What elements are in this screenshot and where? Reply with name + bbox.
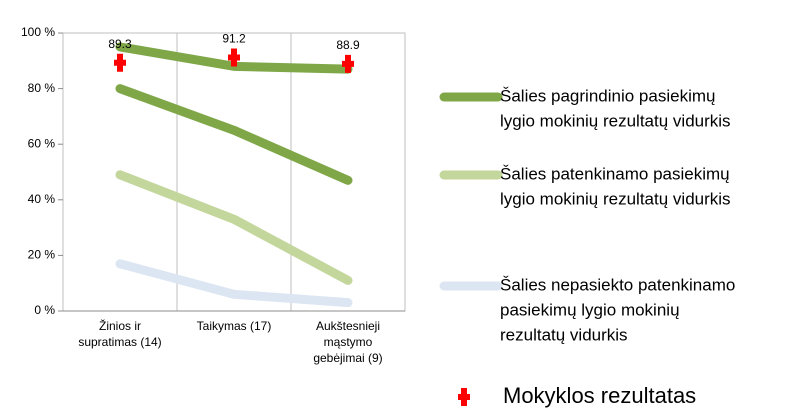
x-tick-label: Žinios ir xyxy=(99,318,141,333)
plot-border xyxy=(62,32,406,312)
marker xyxy=(342,54,354,73)
x-tick-label: gebėjimai (9) xyxy=(313,351,382,365)
series-line xyxy=(115,170,353,285)
data-label: 88.9 xyxy=(336,38,360,52)
x-tick-label: supratimas (14) xyxy=(78,335,161,349)
x-tick-label: Taikymas (17) xyxy=(197,319,272,333)
y-tick-label: 40 % xyxy=(28,192,56,206)
data-label: 91.2 xyxy=(222,32,246,46)
legend-label: Mokyklos rezultatas xyxy=(503,383,696,408)
legend-label: lygio mokinių rezultatų vidurkis xyxy=(500,111,731,130)
x-tick-label: Aukštesnieji xyxy=(316,319,380,333)
y-tick-label: 80 % xyxy=(28,81,56,95)
x-tick-label: mąstymo xyxy=(324,335,373,349)
data-label: 89.3 xyxy=(108,37,132,51)
series-line xyxy=(115,84,353,185)
legend-label: rezultatų vidurkis xyxy=(500,325,628,344)
series-line xyxy=(115,259,353,308)
marker xyxy=(114,53,126,72)
legend-label: pasiekimų lygio mokinių xyxy=(500,300,680,319)
legend-label: lygio mokinių rezultatų vidurkis xyxy=(500,189,731,208)
legend-marker xyxy=(458,388,470,406)
legend-label: Šalies patenkinamo pasiekimų xyxy=(500,164,730,183)
marker xyxy=(228,48,240,67)
y-tick-label: 20 % xyxy=(28,248,56,262)
y-tick-label: 0 % xyxy=(34,303,55,317)
legend-label: Šalies nepasiekto patenkinamo xyxy=(500,275,735,294)
y-tick-label: 60 % xyxy=(28,136,56,150)
y-tick-label: 100 % xyxy=(21,25,55,39)
legend-label: Šalies pagrindinio pasiekimų xyxy=(500,86,715,105)
